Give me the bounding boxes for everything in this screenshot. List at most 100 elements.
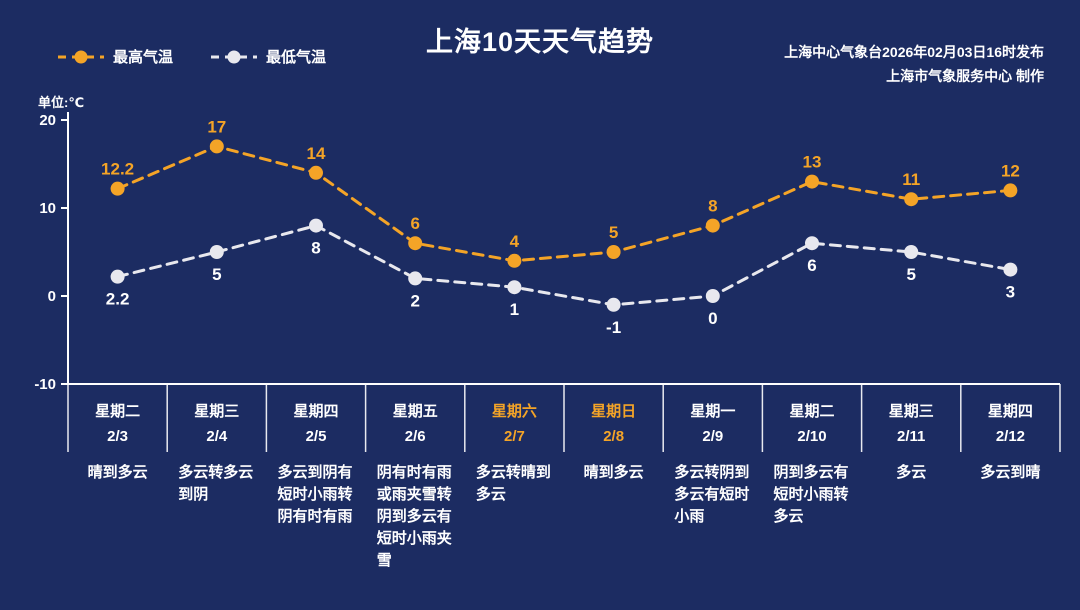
weekday-label: 星期三 bbox=[888, 403, 934, 420]
low-temp-value: 2.2 bbox=[106, 290, 130, 309]
weather-text: 晴到多云 bbox=[87, 464, 148, 481]
low-temp-point bbox=[507, 280, 522, 295]
date-label: 2/3 bbox=[107, 428, 129, 445]
source-line-issued: 上海中心气象台2026年02月03日16时发布 bbox=[784, 44, 1044, 60]
date-label: 2/6 bbox=[404, 428, 426, 445]
high-temp-value: 12 bbox=[1001, 161, 1020, 180]
low-temp-value: 8 bbox=[311, 239, 320, 258]
day-column: 星期三 2/11 bbox=[862, 392, 961, 445]
low-temp-line bbox=[116, 223, 1012, 307]
weekday-label: 星期五 bbox=[392, 403, 438, 420]
weather-text: 阴到多云有短时小雨转多云 bbox=[773, 464, 849, 525]
date-label: 2/8 bbox=[603, 428, 625, 445]
high-temp-marker-icon bbox=[58, 50, 104, 63]
high-temp-point bbox=[1003, 183, 1018, 198]
date-label: 2/11 bbox=[897, 428, 926, 445]
date-label: 2/12 bbox=[995, 428, 1026, 445]
high-temp-value: 11 bbox=[902, 170, 920, 189]
date-label: 2/10 bbox=[797, 428, 827, 445]
high-temp-point bbox=[805, 174, 819, 189]
legend: 最高气温 最低气温 bbox=[58, 46, 326, 67]
day-column: 星期一 2/9 bbox=[663, 392, 762, 445]
high-temp-point bbox=[507, 253, 522, 268]
high-temp-value: 4 bbox=[510, 232, 520, 251]
day-column: 星期六 2/7 bbox=[465, 392, 564, 445]
weather-text: 阴有时有雨或雨夹雪转阴到多云有短时小雨夹雪 bbox=[376, 464, 452, 569]
weekday-label: 星期二 bbox=[95, 403, 141, 420]
legend-label: 最低气温 bbox=[266, 49, 327, 66]
weather-text: 多云转阴到多云有短时小雨 bbox=[674, 464, 750, 525]
legend-item-high: 最高气温 bbox=[58, 46, 173, 67]
weather-cell: 阴有时有雨或雨夹雪转阴到多云有短时小雨夹雪 bbox=[366, 462, 465, 572]
date-label: 2/4 bbox=[206, 428, 228, 445]
legend-label: 最高气温 bbox=[113, 49, 174, 66]
weather-text: 多云 bbox=[896, 464, 927, 481]
low-temp-value: 2 bbox=[410, 291, 419, 310]
low-temp-point bbox=[209, 245, 224, 259]
low-temp-point bbox=[705, 289, 720, 303]
weather-text: 多云转晴到多云 bbox=[475, 464, 551, 503]
high-temp-point bbox=[209, 139, 224, 154]
low-temp-point bbox=[805, 236, 819, 251]
high-temp-value: 13 bbox=[803, 153, 822, 172]
day-column: 星期日 2/8 bbox=[564, 392, 663, 445]
y-tick-label: 0 bbox=[48, 288, 56, 305]
weather-cell: 多云转阴到多云有短时小雨 bbox=[663, 462, 762, 572]
low-temp-point bbox=[309, 218, 323, 233]
weekday-label: 星期六 bbox=[491, 403, 537, 420]
weather-cell: 阴到多云有短时小雨转多云 bbox=[762, 462, 861, 572]
date-label: 2/7 bbox=[503, 428, 525, 445]
low-temp-value: 6 bbox=[807, 256, 816, 275]
low-temp-value: 5 bbox=[212, 265, 221, 284]
high-temp-point bbox=[408, 236, 423, 251]
high-temp-point bbox=[904, 192, 919, 207]
weather-text: 多云转多云到阴 bbox=[178, 464, 254, 503]
low-temp-point bbox=[110, 269, 125, 284]
low-temp-marker-icon bbox=[211, 50, 258, 63]
weekday-label: 星期三 bbox=[194, 403, 240, 420]
high-temp-line bbox=[116, 144, 1012, 263]
high-temp-point bbox=[110, 181, 125, 196]
weather-text: 晴到多云 bbox=[583, 464, 644, 481]
date-label: 2/9 bbox=[702, 428, 724, 445]
weather-text: 多云到阴有短时小雨转阴有时有雨 bbox=[277, 464, 353, 525]
high-temp-point bbox=[606, 245, 621, 259]
low-temp-value: -1 bbox=[606, 318, 621, 337]
high-temp-value: 12.2 bbox=[101, 160, 134, 179]
low-temp-value: 1 bbox=[510, 300, 519, 319]
low-temp-point bbox=[606, 297, 621, 312]
low-temp-value: 0 bbox=[708, 309, 717, 328]
y-tick-label: 20 bbox=[39, 112, 56, 129]
weather-cell: 多云到晴 bbox=[961, 462, 1060, 572]
weather-cell: 多云转多云到阴 bbox=[167, 462, 266, 572]
weekday-label: 星期四 bbox=[987, 403, 1033, 420]
weekday-label: 星期二 bbox=[789, 403, 835, 420]
high-temp-value: 5 bbox=[609, 223, 618, 242]
weekday-label: 星期四 bbox=[293, 403, 339, 420]
day-column: 星期三 2/4 bbox=[167, 392, 266, 445]
high-temp-point bbox=[309, 165, 323, 180]
day-column: 星期二 2/10 bbox=[762, 392, 861, 445]
y-tick-label: -10 bbox=[34, 376, 56, 393]
high-temp-value: 6 bbox=[410, 214, 419, 233]
x-axis-labels: 星期二 2/3 星期三 2/4 星期四 2/5 星期五 2/6 星期六 2/7 星期日 2/8 星期一 2… bbox=[68, 392, 1060, 445]
date-label: 2/5 bbox=[305, 428, 327, 445]
high-temp-value: 8 bbox=[708, 197, 717, 216]
weather-cell: 晴到多云 bbox=[564, 462, 663, 572]
weather-cell: 晴到多云 bbox=[68, 462, 167, 572]
low-temp-value: 3 bbox=[1006, 283, 1015, 302]
day-column: 星期二 2/3 bbox=[68, 392, 167, 445]
day-column: 星期四 2/5 bbox=[266, 392, 365, 445]
y-tick-label: 10 bbox=[39, 200, 56, 217]
weather-text: 多云到晴 bbox=[980, 464, 1041, 481]
day-column: 星期四 2/12 bbox=[961, 392, 1060, 445]
low-temp-value: 5 bbox=[906, 265, 915, 284]
unit-label: 单位:℃ bbox=[38, 95, 85, 110]
weather-descriptions: 晴到多云 多云转多云到阴 多云到阴有短时小雨转阴有时有雨 阴有时有雨或雨夹雪转阴到多云… bbox=[68, 462, 1060, 572]
weekday-label: 星期日 bbox=[591, 403, 637, 420]
source-info: 上海中心气象台2026年02月03日16时发布 上海市气象服务中心 制作 bbox=[784, 40, 1044, 88]
weather-cell: 多云到阴有短时小雨转阴有时有雨 bbox=[266, 462, 365, 572]
legend-item-low: 最低气温 bbox=[211, 46, 326, 67]
